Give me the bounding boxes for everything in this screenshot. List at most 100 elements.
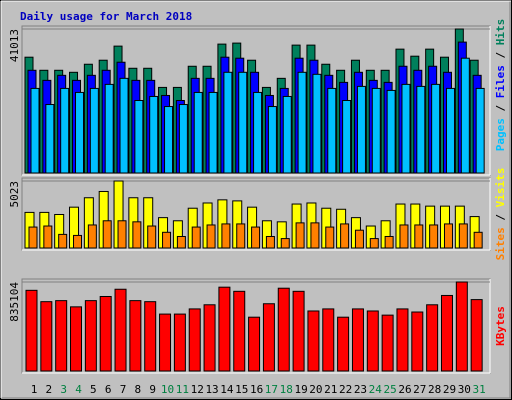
x-tick-label: 7 [120,383,127,396]
bar [369,238,379,249]
bar [282,95,292,174]
bar [114,288,127,372]
bar [99,295,112,372]
bar [351,308,364,372]
bar [297,71,307,174]
bar [159,313,172,372]
bar [84,300,97,372]
bar [117,220,127,249]
bar [134,99,144,174]
bar [475,87,485,174]
bar [30,87,40,174]
bar [337,316,350,372]
bar [460,57,470,174]
chart-title: Daily usage for March 2018 [20,10,192,23]
x-tick-label: 2 [46,383,53,396]
bar [295,222,305,249]
bar [440,294,453,372]
legend: Sites / Visits [494,168,507,261]
legend-entry: Sites [494,227,507,260]
x-tick-label: 26 [398,383,411,396]
bar [238,71,248,174]
bar [206,224,216,249]
bar [340,223,350,249]
bar [248,316,261,372]
bar [236,223,246,249]
bar [401,83,411,174]
bar [277,287,290,372]
x-tick-label: 4 [75,383,82,396]
bar [178,104,188,174]
bar [399,224,409,249]
x-tick-label: 9 [149,383,156,396]
legend: Pages / Files / Hits [494,19,507,152]
legend-entry: Hits [494,19,507,46]
x-tick-label: 29 [443,383,456,396]
x-tick-label: 1 [31,383,38,396]
bar [414,224,424,249]
bar [292,290,305,372]
bar [221,223,231,249]
x-tick-label: 19 [294,383,307,396]
x-tick-label: 21 [324,383,337,396]
bar [149,95,159,174]
bar [426,304,439,372]
bar [280,238,290,249]
bar [55,300,68,372]
bar [342,99,352,174]
x-tick-label: 12 [191,383,204,396]
x-tick-label: 20 [309,383,322,396]
bar [470,299,483,372]
bar [144,301,157,372]
bar [325,226,335,249]
bar [70,306,83,372]
bar [60,87,70,174]
bar [251,226,261,249]
x-tick-label: 25 [384,383,397,396]
bar [443,223,453,249]
bar [223,71,233,174]
bar [386,89,396,174]
bar [173,313,186,372]
y-tick-label: 835104 [8,282,21,322]
bar [43,225,53,249]
x-tick-label: 22 [339,383,352,396]
bar [58,233,68,249]
bar [381,314,394,372]
bar [354,229,364,249]
legend-separator: / [494,98,507,118]
legend-entry: KBytes [494,306,507,346]
bar [25,289,38,372]
bar [233,290,246,372]
bar [416,85,426,174]
bar [75,91,85,174]
bar [203,304,216,372]
bar [176,235,186,249]
x-tick-label: 13 [205,383,218,396]
bar [104,83,114,174]
x-tick-label: 11 [176,383,189,396]
bar [473,231,483,249]
bar [253,91,263,174]
bar [147,225,157,249]
bar [218,286,231,372]
x-tick-label: 8 [135,383,142,396]
bar [28,226,38,249]
bar [129,300,142,372]
x-tick-label: 14 [220,383,234,396]
bar [310,222,320,249]
bar [262,303,275,372]
x-tick-label: 24 [369,383,383,396]
bar [411,311,424,372]
bar [371,87,381,174]
bar [208,91,218,174]
bar [445,87,455,174]
x-tick-label: 15 [235,383,248,396]
bar [366,310,379,372]
bar [89,87,99,174]
bar [132,221,142,249]
x-tick-label: 23 [354,383,367,396]
bar [327,87,337,174]
legend-entry: Pages [494,118,507,151]
bar [73,234,83,249]
